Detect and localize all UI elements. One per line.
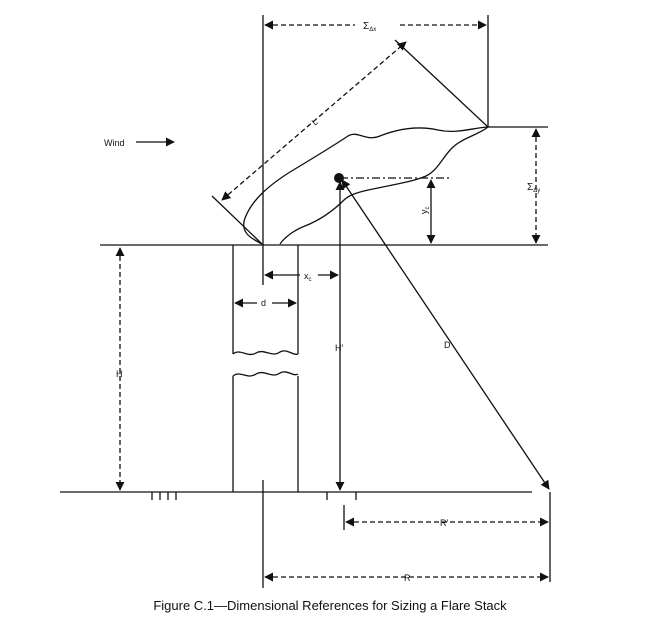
wind-label: Wind bbox=[104, 138, 125, 148]
R-label: R bbox=[404, 573, 411, 583]
flame-outline bbox=[243, 126, 491, 245]
R-prime-label: R′ bbox=[440, 518, 448, 528]
d-label: d bbox=[261, 298, 266, 308]
flame-center-point bbox=[334, 173, 344, 183]
stack-upper bbox=[232, 245, 299, 356]
D-label: D bbox=[444, 340, 451, 350]
ground-hatch bbox=[151, 492, 357, 500]
yc-label: yc bbox=[419, 207, 431, 215]
L-tick-top bbox=[394, 39, 489, 128]
sum-dy-label: ΣΔy bbox=[527, 182, 540, 194]
xc-label: xc bbox=[304, 271, 312, 283]
L-dimension bbox=[221, 41, 407, 201]
D-dimension bbox=[341, 179, 550, 490]
H-label: H bbox=[116, 369, 123, 379]
L-label: L bbox=[310, 117, 320, 128]
H-prime-label: H′ bbox=[335, 343, 343, 353]
stack-lower bbox=[232, 371, 299, 492]
L-tick-bottom bbox=[211, 195, 263, 245]
figure-caption: Figure C.1—Dimensional References for Si… bbox=[153, 598, 507, 613]
sum-dx-label: ΣΔx bbox=[363, 21, 376, 33]
